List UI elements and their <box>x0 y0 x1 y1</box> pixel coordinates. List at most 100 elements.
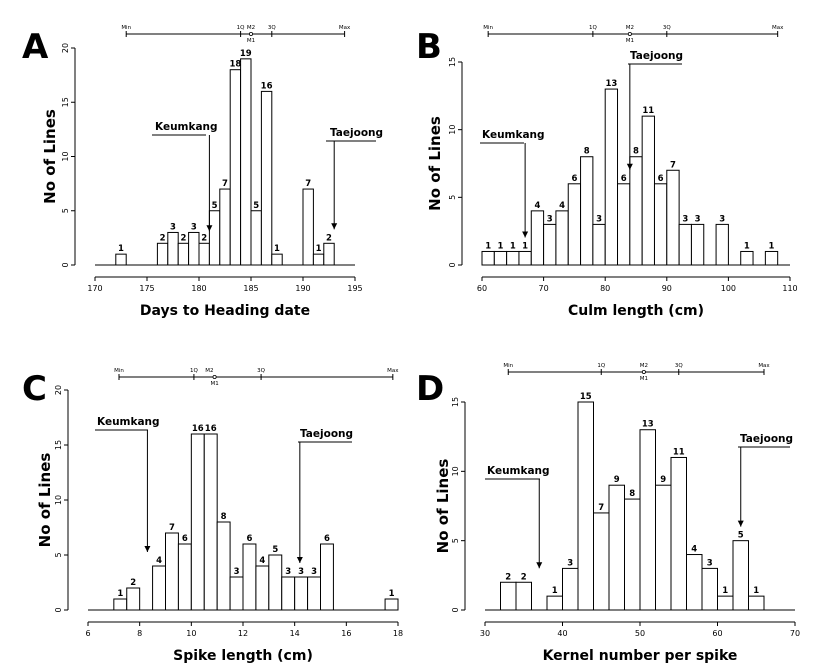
bar-value-label: 7 <box>670 160 676 170</box>
y-tick-label: 10 <box>54 495 63 505</box>
summary-label-max: Max <box>758 363 770 369</box>
bar-value-label: 5 <box>738 531 744 541</box>
histogram-bar <box>670 456 687 611</box>
bar-value-label: 7 <box>222 179 228 189</box>
annotation-taejoong: Taejoong <box>300 428 353 440</box>
bar-value-label: 7 <box>169 523 175 533</box>
bar-value-label: 1 <box>316 244 322 254</box>
histogram-bar <box>126 587 141 611</box>
histogram-bar <box>113 598 128 611</box>
histogram-bar <box>678 223 692 266</box>
histogram-bar <box>580 156 594 266</box>
bar-value-label: 6 <box>246 534 252 544</box>
histogram-bar <box>624 498 641 611</box>
bar-value-label: 6 <box>571 174 577 184</box>
histogram-bar <box>294 576 309 611</box>
y-tick-label: 15 <box>451 397 460 407</box>
histogram-bar <box>384 598 399 611</box>
bar-value-label: 2 <box>130 578 136 588</box>
bar-value-label: 1 <box>744 241 750 251</box>
summary-label-q1: 1Q <box>597 363 605 369</box>
bar-value-label: 3 <box>170 222 176 232</box>
histogram-bar <box>764 250 779 266</box>
histogram-bar <box>165 532 179 611</box>
bar-value-label: 3 <box>547 214 553 224</box>
histogram-bar <box>281 576 296 611</box>
annotation-arrow-head <box>296 557 303 563</box>
histogram-bar <box>323 242 335 266</box>
summary-label-m1: M1 <box>210 381 218 387</box>
annotation-taejoong: Taejoong <box>630 50 683 62</box>
bar-value-label: 7 <box>305 179 311 189</box>
bar-value-label: 1 <box>118 244 124 254</box>
bar-value-label: 19 <box>240 49 252 59</box>
bar-value-label: 5 <box>272 545 278 555</box>
histogram-bar <box>732 540 749 611</box>
bar-value-label: 3 <box>596 214 602 224</box>
bar-value-label: 3 <box>682 214 688 224</box>
annotation-taejoong: Taejoong <box>740 433 793 445</box>
bar-value-label: 3 <box>191 222 197 232</box>
summary-label-q3: 3Q <box>675 363 683 369</box>
x-axis-title: Spike length (cm) <box>173 648 313 664</box>
histogram-bar <box>152 565 166 611</box>
x-tick-label: 175 <box>139 284 154 293</box>
histogram-bar <box>748 595 765 611</box>
annotation-keumkang: Keumkang <box>487 465 550 477</box>
bar-value-label: 3 <box>311 567 317 577</box>
bar-value-label: 1 <box>522 241 528 251</box>
annotation-arrow-head <box>522 231 529 238</box>
histogram-bar <box>229 69 242 266</box>
x-axis-title: Days to Heading date <box>140 303 310 319</box>
summary-label-q3: 3Q <box>268 25 276 31</box>
bar-value-label: 3 <box>719 214 725 224</box>
histogram-bar <box>653 183 668 266</box>
annotation-arrow-head <box>626 163 633 170</box>
bar-value-label: 9 <box>614 475 620 485</box>
histogram-bar <box>543 223 557 266</box>
panel-label: D <box>416 369 444 409</box>
bar-value-label: 6 <box>324 534 330 544</box>
bar-value-label: 1 <box>552 586 558 596</box>
x-tick-label: 80 <box>600 284 610 293</box>
x-tick-label: 60 <box>477 284 487 293</box>
bar-value-label: 16 <box>192 424 204 434</box>
histogram-bar <box>208 210 221 266</box>
summary-label-m1: M1 <box>247 38 255 44</box>
histogram-bar <box>515 581 532 611</box>
y-tick-label: 5 <box>448 195 457 200</box>
histogram-bar <box>493 250 508 266</box>
summary-label-q3: 3Q <box>663 25 671 31</box>
summary-label-min: Min <box>114 368 124 374</box>
histogram-bar <box>686 554 703 611</box>
histogram-bar <box>188 231 200 266</box>
annotation-keumkang: Keumkang <box>482 129 545 141</box>
panel-label: C <box>22 369 47 409</box>
y-tick-label: 0 <box>54 607 63 612</box>
annotation-arrow-head <box>144 546 151 552</box>
histogram-bar <box>190 433 205 611</box>
histogram-bar <box>307 576 322 611</box>
y-tick-label: 5 <box>61 208 70 213</box>
bar-value-label: 2 <box>521 572 527 582</box>
x-tick-label: 70 <box>790 629 800 638</box>
bar-value-label: 16 <box>205 424 217 434</box>
histogram-bar <box>242 543 257 611</box>
histogram-bar <box>592 223 606 266</box>
bar-value-label: 7 <box>598 503 604 513</box>
histogram-bar <box>666 169 680 266</box>
bar-value-label: 6 <box>621 174 627 184</box>
histogram-bar <box>271 253 283 266</box>
histogram-bar <box>518 250 532 266</box>
bar-value-label: 4 <box>559 201 565 211</box>
bar-value-label: 2 <box>160 233 166 243</box>
annotation-arrow-head <box>737 520 744 527</box>
histogram-bar <box>167 231 179 266</box>
histogram-bar <box>506 250 520 266</box>
bar-value-label: 4 <box>156 556 162 566</box>
bar-value-label: 8 <box>633 147 639 157</box>
y-axis-title: No of Lines <box>36 453 54 548</box>
histogram-bar <box>229 576 244 611</box>
